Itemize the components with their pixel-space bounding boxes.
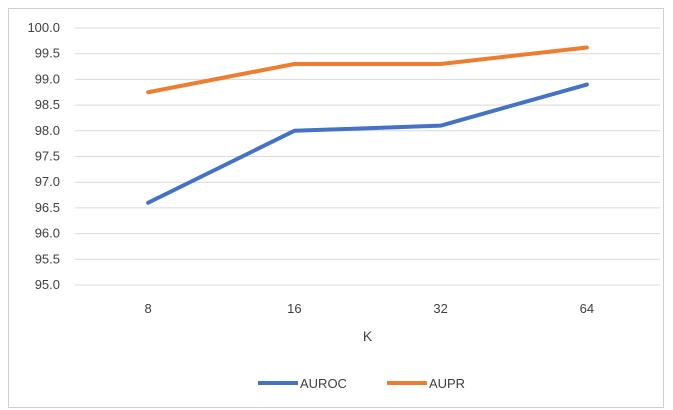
y-tick-label: 100.0	[27, 20, 60, 35]
x-tick-label: 32	[433, 301, 447, 316]
series-lines	[146, 45, 589, 205]
y-tick-label: 95.5	[35, 251, 60, 266]
y-tick-label: 98.5	[35, 97, 60, 112]
x-tick-label: 8	[145, 301, 152, 316]
legend-label-auroc: AUROC	[300, 376, 347, 391]
y-tick-label: 99.0	[35, 71, 60, 86]
x-axis-ticks: 8 16 32 64	[145, 301, 595, 316]
y-tick-label: 97.0	[35, 174, 60, 189]
y-tick-label: 95.0	[35, 277, 60, 292]
x-axis-title: K	[363, 328, 373, 344]
legend-label-aupr: AUPR	[429, 376, 465, 391]
series-line-aupr	[146, 45, 589, 95]
series-line-auroc	[146, 82, 589, 205]
y-tick-label: 96.0	[35, 226, 60, 241]
y-tick-label: 97.5	[35, 149, 60, 164]
y-tick-label: 98.0	[35, 123, 60, 138]
y-axis-ticks: 95.0 95.5 96.0 96.5 97.0 97.5 98.0 98.5 99.0 99.5…	[27, 20, 60, 292]
x-tick-label: 16	[287, 301, 301, 316]
x-tick-label: 64	[580, 301, 594, 316]
legend: AUROC AUPR	[258, 376, 465, 391]
gridlines	[75, 27, 660, 286]
y-tick-label: 99.5	[35, 46, 60, 61]
y-tick-label: 96.5	[35, 200, 60, 215]
